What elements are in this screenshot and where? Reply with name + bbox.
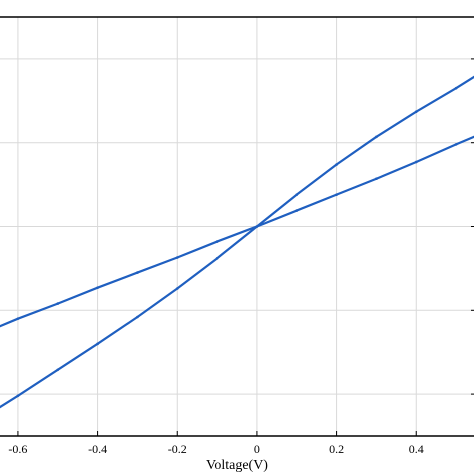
x-tick-label-4: 0.2: [329, 442, 344, 456]
series-1-point-3: [96, 342, 99, 346]
series-0-point-6: [215, 240, 219, 243]
series-line-0: [0, 135, 474, 328]
series-1-point-2: [56, 368, 60, 372]
series-1-point-5: [175, 287, 179, 290]
series-1-point-8: [295, 193, 299, 196]
series-0-point-12: [454, 143, 458, 146]
series-0-point-1: [16, 317, 20, 320]
series-0-point-8: [295, 209, 299, 212]
x-tick-label-5: 0.4: [409, 442, 424, 456]
series-1-point-4: [136, 315, 139, 319]
x-axis-title: Voltage(V): [206, 458, 268, 473]
series-0-point-5: [175, 256, 179, 259]
x-tick-labels: -0.6 -0.4 -0.2 0 0.2 0.4: [8, 442, 423, 456]
plot-frame: [0, 16, 474, 437]
series-1-point-10: [375, 135, 378, 139]
grid-lines: [0, 17, 474, 436]
series-1-point-9: [335, 163, 338, 166]
series-1-point-7: [255, 225, 259, 228]
x-tick-label-2: -0.2: [168, 442, 187, 456]
series-0-point-3: [96, 286, 99, 289]
series-0-point-9: [335, 193, 338, 196]
series-0-point-11: [414, 160, 418, 164]
series-0-point-4: [136, 271, 139, 274]
series-1-point-11: [414, 110, 418, 113]
x-tick-label-3: 0: [254, 442, 260, 456]
series-0-point-10: [375, 177, 378, 181]
x-tick-label-0: -0.6: [8, 442, 27, 456]
series-layer: [0, 75, 474, 409]
series-line-1: [0, 75, 474, 409]
series-1-point-1: [16, 394, 20, 398]
x-tick-label-1: -0.4: [88, 442, 107, 456]
series-0-point-2: [56, 302, 60, 305]
series-1-point-6: [215, 257, 219, 260]
series-1-point-12: [454, 86, 458, 90]
